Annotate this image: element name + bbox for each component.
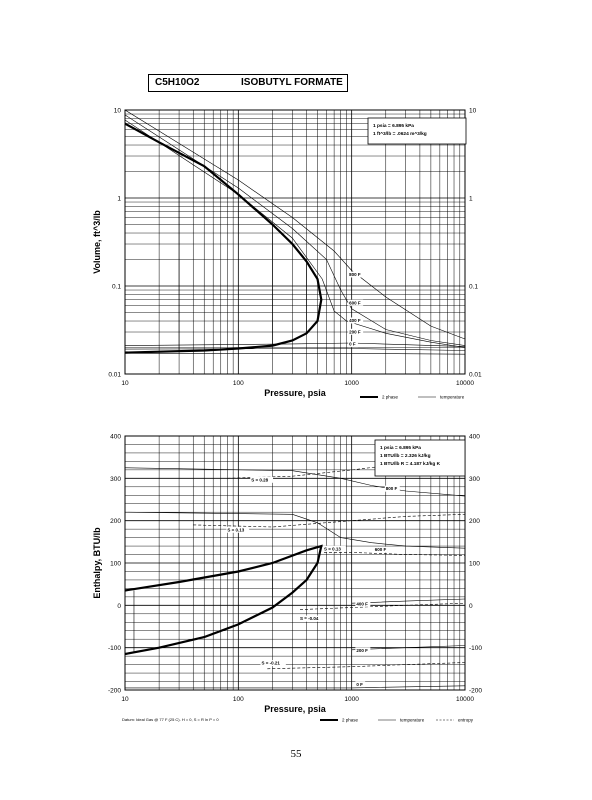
chart2-y-tick-label-right: 300 [469, 476, 480, 483]
chart2-annotation-label: S = -0.04 [300, 616, 319, 621]
chart2-annotation-bg [355, 647, 371, 654]
chart2-annotation-label: 800 F [386, 486, 398, 491]
chart2-annotation-bg [355, 681, 366, 688]
chart1-x-tick-label: 1000 [344, 380, 359, 387]
chart1-x-axis-label: Pressure, psia [264, 388, 327, 398]
chart2-y-tick-label-right: 200 [469, 518, 480, 525]
chart2-y-tick-label-right: 100 [469, 561, 480, 568]
chart2-annotation-label: 600 F [375, 547, 387, 552]
chart2-y-tick-label-right: 0 [469, 603, 473, 610]
chart1-series-temperature-200F [124, 348, 466, 351]
chart1-y-tick-label-right: 0.1 [469, 284, 478, 291]
chart1-series-temperature-400F [124, 342, 466, 347]
chart2-x-axis-label: Pressure, psia [264, 704, 327, 714]
chart2-annotation-bg [322, 545, 346, 552]
chart1-annotation-bg [348, 341, 358, 348]
chart1-x-tick-label: 100 [233, 380, 244, 387]
chart2-legend-label: entropy [458, 718, 474, 723]
chart1-annotation-label: 600 F [349, 300, 361, 305]
chart2-annotation-label: 0 F [356, 682, 363, 687]
chart1-plot-frame [124, 109, 466, 375]
chart2-annotation-bg [355, 600, 371, 607]
chart2-y-tick-label-left: 400 [110, 434, 121, 441]
chart1-annotation-bg [348, 299, 364, 306]
chart2-annotation-bg [250, 476, 274, 483]
chart2-series-entropy-S004 [299, 602, 466, 610]
chart1-annotation-label: 200 F [349, 329, 361, 334]
chart1-y-tick-label-left: 10 [114, 108, 122, 115]
chart2-annotation-label: 400 F [356, 601, 368, 606]
chart2-annotation-bg [373, 546, 389, 553]
chart2-note-line: 1 BTU/lb R = 4.187 kJ/kg K [380, 461, 441, 467]
chart1-y-tick-label-right: 1 [469, 196, 473, 203]
page-number: 55 [290, 748, 302, 760]
chart1-annotation-bg [348, 271, 364, 278]
chart2-series-temperature-800F [124, 467, 466, 497]
chart2-series-2phase-0 [124, 544, 323, 656]
chart2-x-tick-label: 100 [233, 696, 244, 703]
chart1-series-temperature-0F [125, 353, 466, 355]
chart2-legend-label: temperature [400, 718, 425, 723]
chart2-plot-frame [124, 435, 466, 691]
chart2-annotation-label: S = 0.13 [227, 527, 244, 532]
title-box: C5H10O2 ISOBUTYL FORMATE [148, 74, 348, 92]
chart1-x-tick-label: 10 [121, 380, 129, 387]
chart2-annotation-bg [226, 526, 250, 533]
chart2-y-tick-label-left: 100 [110, 561, 121, 568]
chart2-annotation-bg [260, 660, 286, 667]
chart1-legend-label: temperature [440, 395, 465, 400]
chart1-annotation-bg [348, 328, 364, 335]
chart2-note-line: 1 psia = 6.895 kPa [380, 445, 421, 451]
chart2-series-temperature-600F [124, 511, 466, 549]
chart2-y-tick-label-left: -100 [108, 645, 121, 652]
chart1-y-tick-label-right: 10 [469, 108, 477, 115]
chart1-y-tick-label-right: 0.01 [469, 372, 482, 379]
chart2-annotation-label: S = 0.28 [251, 477, 268, 482]
chart2-x-tick-label: 10 [121, 696, 129, 703]
chart2-y-tick-label-left: 0 [117, 603, 121, 610]
chart1-annotation-bg [348, 317, 364, 324]
chart2-y-tick-label-right: 400 [469, 434, 480, 441]
chart1-series-temperature-2 [124, 114, 466, 346]
chart2-series-entropy-S021 [267, 662, 466, 670]
chart1-annotation-label: 800 F [349, 272, 361, 277]
chart1-annotation-label: 400 F [349, 318, 361, 323]
chart2-y-tick-label-right: -100 [469, 645, 482, 652]
chart2-series-entropy-S013 [324, 552, 466, 556]
datum-note: Datum: Ideal Gas @ 77 F (25 C). H = 0, S… [122, 717, 219, 722]
chart2-annotation-bg [384, 485, 400, 492]
chart1-y-tick-label-left: 0.01 [108, 372, 121, 379]
chart1-y-tick-label-left: 0.1 [112, 284, 121, 291]
chart1-annotation-label: 0 F [349, 342, 356, 347]
chart2-y-tick-label-right: -200 [469, 688, 482, 695]
chart1-x-tick-label: 10000 [456, 380, 474, 387]
compound-name: ISOBUTYL FORMATE [241, 77, 343, 88]
chart1-legend-label: 2 phase [382, 395, 399, 400]
chart2-note-box [374, 439, 466, 477]
chart2-y-axis-label: Enthalpy, BTU/lb [92, 527, 102, 599]
chart2-series-temperature-0F [125, 685, 466, 689]
chart2-legend-label: 2 phase [342, 718, 359, 723]
chart2-annotation-label: S = 0.13 [324, 546, 341, 551]
chart2-x-tick-label: 10000 [456, 696, 474, 703]
chart2-annotation-label: S = -0.21 [261, 661, 280, 666]
chart1-note-box [367, 117, 467, 145]
chart2-y-tick-label-left: 200 [110, 518, 121, 525]
chart2-x-tick-label: 1000 [344, 696, 359, 703]
chart1-note-line: 1 ft^3/lb = .0624 m^3/kg [373, 131, 427, 137]
chart1-series-2phase-0 [124, 122, 323, 354]
chart2-annotation-bg [298, 615, 325, 622]
chart1-note-line: 1 psia = 6.895 kPa [373, 123, 414, 129]
chart2-annotation-label: 200 F [356, 648, 368, 653]
chart2-note-line: 1 BTU/lb = 2.326 kJ/kg [380, 453, 431, 459]
chart1-y-axis-label: Volume, ft^3/lb [92, 210, 102, 274]
chart2-y-tick-label-left: -200 [108, 688, 121, 695]
chart2-y-tick-label-left: 300 [110, 476, 121, 483]
chart1-series-temperature-800F [124, 109, 466, 340]
chart1-y-tick-label-left: 1 [117, 196, 121, 203]
chart2-series-entropy-S013 [193, 514, 466, 528]
formula: C5H10O2 [155, 77, 200, 88]
chart1-series-temperature-600F [124, 119, 466, 348]
